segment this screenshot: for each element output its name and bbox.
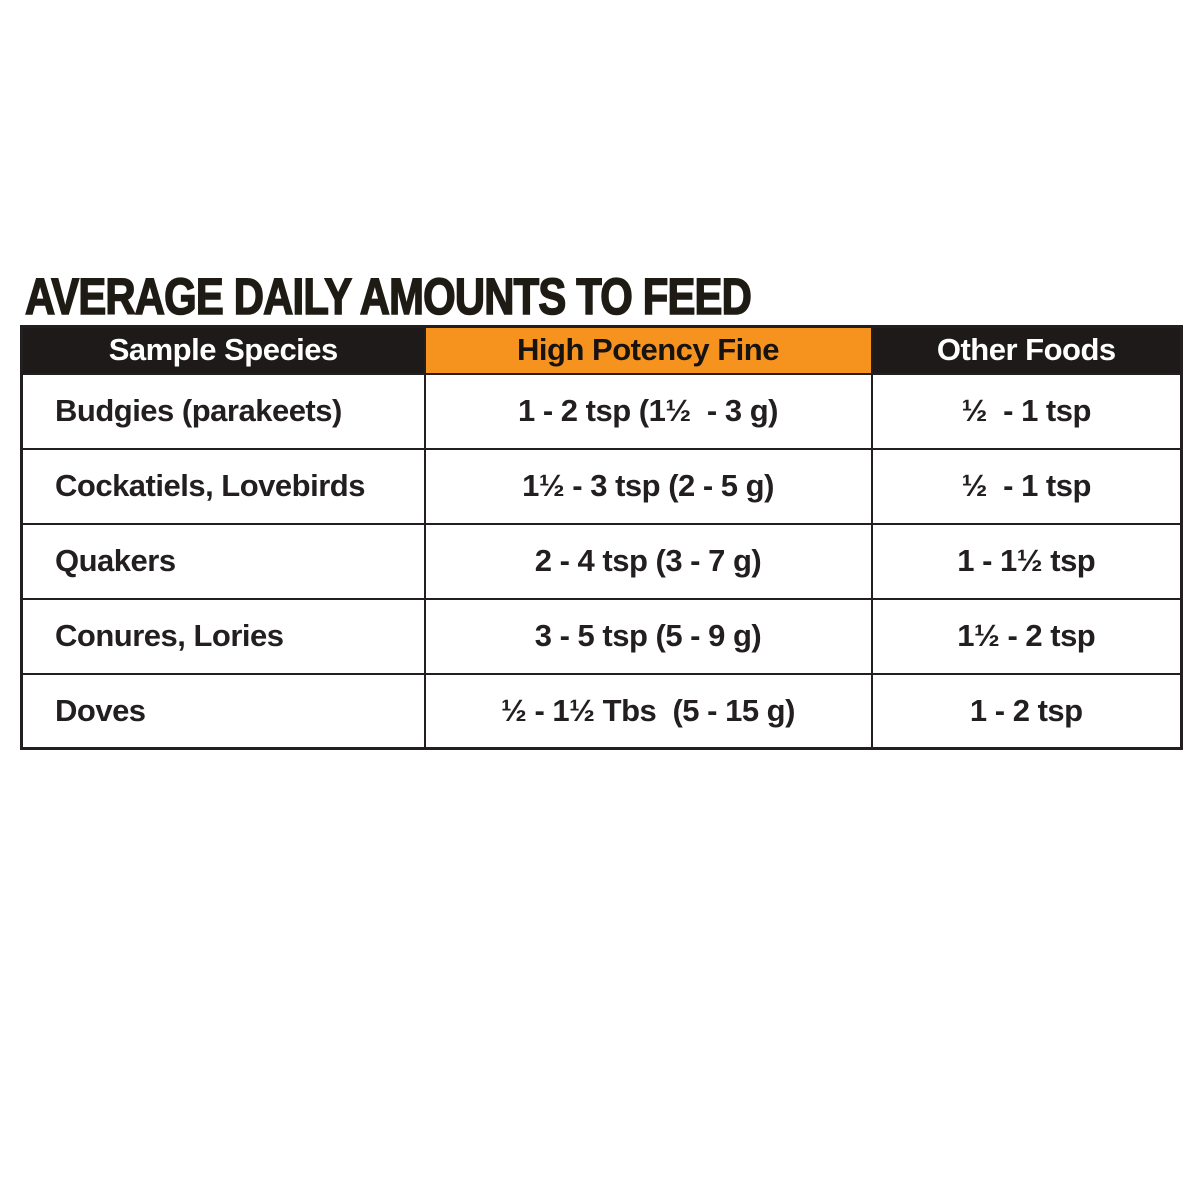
table-row-cockatiels-lovebirds: Cockatiels, Lovebirds 1½ - 3 tsp (2 - 5 … — [20, 447, 1183, 525]
other-foods-cell: 1 - 1½ tsp — [870, 522, 1183, 600]
species-cell: Cockatiels, Lovebirds — [20, 447, 426, 525]
high-potency-fine-cell: 1½ - 3 tsp (2 - 5 g) — [423, 447, 873, 525]
other-foods-cell: ½ - 1 tsp — [870, 447, 1183, 525]
column-header-high-potency-fine: High Potency Fine — [423, 325, 873, 375]
table-row-doves: Doves ½ - 1½ Tbs (5 - 15 g) 1 - 2 tsp — [20, 672, 1183, 750]
table-row-budgies: Budgies (parakeets) 1 - 2 tsp (1½ - 3 g)… — [20, 372, 1183, 450]
page-title: AVERAGE DAILY AMOUNTS TO FEED — [24, 268, 752, 325]
high-potency-fine-cell: 2 - 4 tsp (3 - 7 g) — [423, 522, 873, 600]
other-foods-cell: ½ - 1 tsp — [870, 372, 1183, 450]
column-header-sample-species: Sample Species — [20, 325, 426, 375]
high-potency-fine-cell: ½ - 1½ Tbs (5 - 15 g) — [423, 672, 873, 750]
high-potency-fine-cell: 1 - 2 tsp (1½ - 3 g) — [423, 372, 873, 450]
species-cell: Budgies (parakeets) — [20, 372, 426, 450]
high-potency-fine-cell: 3 - 5 tsp (5 - 9 g) — [423, 597, 873, 675]
other-foods-cell: 1½ - 2 tsp — [870, 597, 1183, 675]
species-cell: Doves — [20, 672, 426, 750]
table-row-quakers: Quakers 2 - 4 tsp (3 - 7 g) 1 - 1½ tsp — [20, 522, 1183, 600]
table-row-conures-lories: Conures, Lories 3 - 5 tsp (5 - 9 g) 1½ -… — [20, 597, 1183, 675]
header-row: Sample Species High Potency Fine Other F… — [20, 325, 1183, 375]
other-foods-cell: 1 - 2 tsp — [870, 672, 1183, 750]
feeding-amounts-table: Sample Species High Potency Fine Other F… — [20, 325, 1183, 750]
species-cell: Conures, Lories — [20, 597, 426, 675]
column-header-other-foods: Other Foods — [870, 325, 1183, 375]
species-cell: Quakers — [20, 522, 426, 600]
